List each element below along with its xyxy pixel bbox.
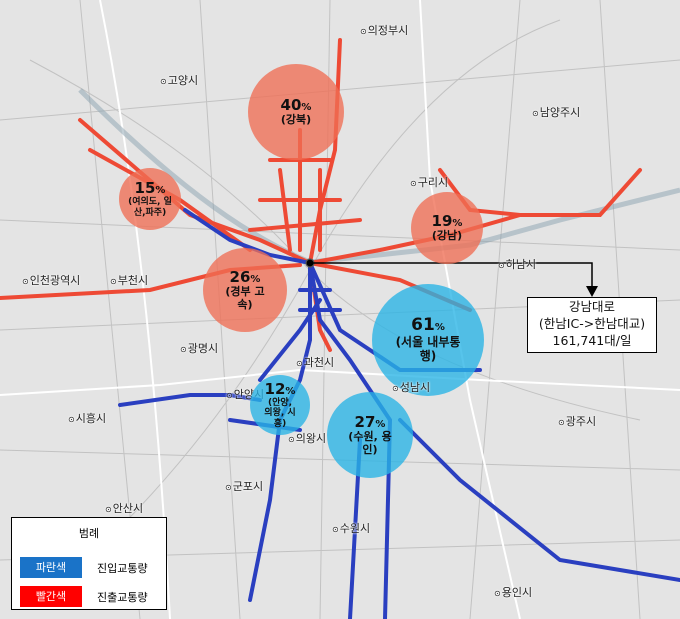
city-label: 하남시 <box>498 256 536 272</box>
percent: 26 <box>229 267 251 286</box>
legend-title: 범례 <box>78 527 100 540</box>
legend-swatch-blue: 파란색 <box>20 557 82 578</box>
circle-label: (강북) <box>280 113 312 127</box>
circle-anyang: 12% (안양, 의왕, 시흥) <box>250 375 310 435</box>
circle-label: (여의도, 일산,파주) <box>128 197 172 218</box>
circle-suwon: 27% (수원, 용인) <box>327 392 413 478</box>
circle-label: (강남) <box>431 229 463 243</box>
traffic-callout: 강남대로 (한남IC->한남대교) 161,741대/일 <box>527 297 657 353</box>
city-label: 군포시 <box>225 478 263 494</box>
city-label: 용인시 <box>494 584 532 600</box>
legend-label-inflow: 진입교통량 <box>97 562 148 575</box>
percent: 19 <box>431 212 453 231</box>
circle-label: (안양, 의왕, 시흥) <box>264 398 296 429</box>
city-label: 시흥시 <box>68 410 106 426</box>
circle-gangnam: 19% (강남) <box>411 192 483 264</box>
percent: 15 <box>134 179 156 198</box>
city-label: 인천광역시 <box>22 272 81 288</box>
legend-swatch-red: 빨간색 <box>20 586 82 607</box>
road-section: (한남IC->한남대교) <box>538 316 646 331</box>
outflow-roads <box>0 38 642 352</box>
circle-yeouido: 15% (여의도, 일산,파주) <box>119 168 181 230</box>
city-label: 광주시 <box>558 413 596 429</box>
circle-gyeongbu: 26% (경부 고속) <box>203 248 287 332</box>
city-label: 수원시 <box>332 520 370 536</box>
road-name: 강남대로 <box>568 299 615 314</box>
legend-label-outflow: 진출교통량 <box>97 591 148 604</box>
traffic-volume: 161,741대/일 <box>552 333 632 348</box>
city-label: 안산시 <box>105 500 143 516</box>
percent: 40 <box>280 96 302 115</box>
circle-gangbuk: 40% (강북) <box>248 64 344 160</box>
city-label: 고양시 <box>160 72 198 88</box>
city-label: 의정부시 <box>360 22 408 38</box>
city-label: 남양주시 <box>532 104 580 120</box>
percent: 27 <box>354 412 376 431</box>
city-label: 의왕시 <box>288 430 326 446</box>
circle-label: (서울 내부통행) <box>395 334 461 363</box>
callout-arrow <box>305 258 598 297</box>
legend: 범례 파란색 진입교통량 빨간색 진출교통량 <box>11 517 167 610</box>
city-label: 성남시 <box>392 379 430 395</box>
percent: 12 <box>264 379 286 398</box>
city-label: 광명시 <box>180 340 218 356</box>
circle-label: (수원, 용인) <box>348 429 392 456</box>
city-label: 부천시 <box>110 272 148 288</box>
percent: 61 <box>411 315 435 336</box>
city-label: 구리시 <box>410 174 448 190</box>
circle-label: (경부 고속) <box>225 284 265 311</box>
city-label: 과천시 <box>296 354 334 370</box>
circle-seoul-internal: 61% (서울 내부통행) <box>372 284 484 396</box>
